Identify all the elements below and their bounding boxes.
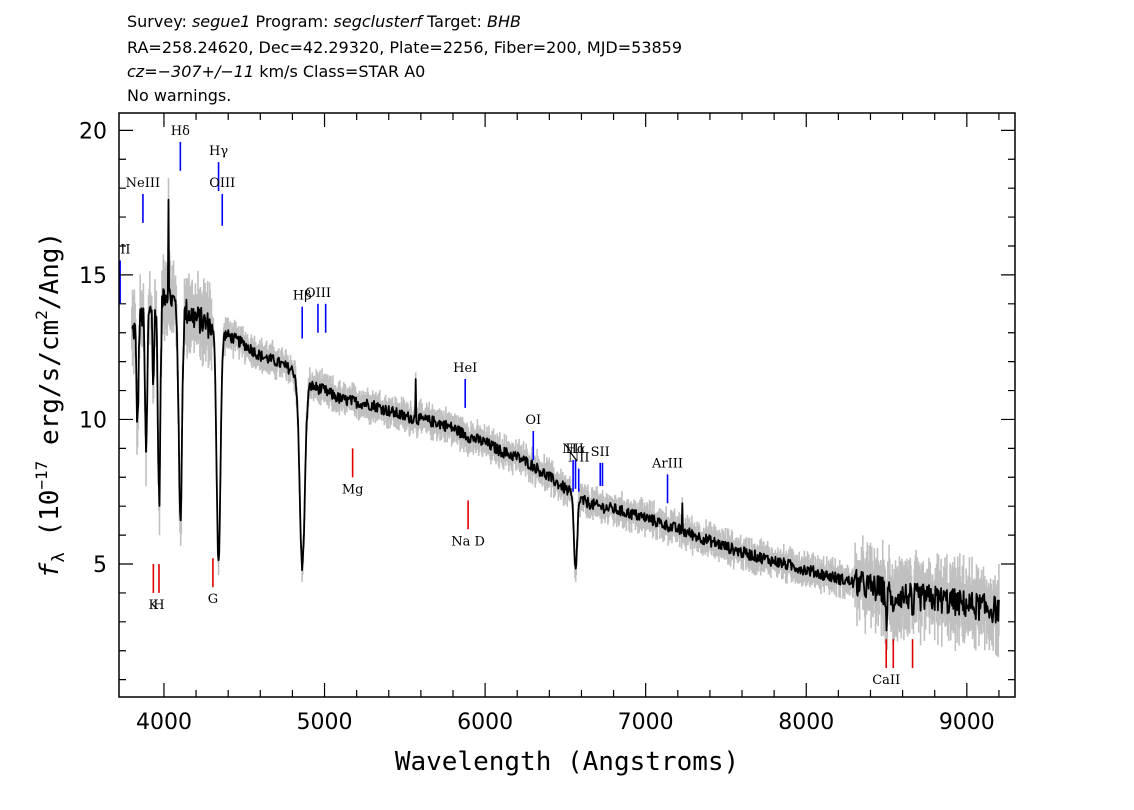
y-axis-title: fλ (10−17 erg/s/cm2/Ang) (32, 232, 69, 578)
emission-line-label: Hα (565, 442, 585, 457)
emission-line-label: HeI (453, 361, 477, 376)
emission-line-label: SII (591, 445, 610, 460)
target-label: Target: (421, 12, 487, 31)
axis-tick-labels: 4000 5000 6000 7000 8000 9000 5 10 15 20 (79, 119, 995, 735)
target-value: BHB (487, 12, 521, 31)
survey-value: segue1 (191, 12, 251, 31)
x-tick-label: 5000 (297, 710, 353, 735)
y-axis-exponent: −17 (32, 461, 51, 490)
x-tick-label: 6000 (457, 710, 513, 735)
emission-line-label: OII (110, 242, 131, 257)
emission-line-label: NII (562, 442, 584, 457)
y-axis-subscript: λ (49, 552, 69, 562)
emission-line-label: NeIII (126, 176, 160, 191)
header-line-3: cz=−307+/−11 km/s Class=STAR A0 (127, 64, 425, 80)
absorption-line-label: H (153, 598, 164, 613)
y-axis-units: erg/s/cm (35, 320, 65, 461)
y-axis-open: (10 (35, 490, 65, 553)
emission-line-label: OI (525, 413, 541, 428)
program-value: segclusterf (333, 12, 422, 31)
survey-label: Survey: (127, 12, 192, 31)
axis-ticks (119, 113, 1015, 697)
absorption-line-label: G (208, 592, 218, 607)
tick-marks-path (119, 113, 1015, 697)
header-line-2: RA=258.24620, Dec=42.29320, Plate=2256, … (127, 38, 683, 57)
y-axis-flux-symbol: f (35, 562, 65, 578)
y-axis-units-end: /Ang) (35, 232, 65, 310)
plot-frame (118, 112, 1016, 698)
x-tick-label: 7000 (618, 710, 674, 735)
x-tick-label: 8000 (778, 710, 834, 735)
header-line-4: No warnings. (127, 86, 232, 105)
y-tick-label: 20 (79, 119, 107, 144)
x-tick-label: 4000 (136, 710, 192, 735)
y-tick-label: 10 (79, 408, 107, 433)
x-axis-title: Wavelength (Angstroms) (395, 747, 739, 777)
flux-line-path (131, 198, 1000, 632)
emission-line-label: ArIII (651, 456, 683, 471)
absorption-line-label: CaII (872, 673, 900, 688)
program-label: Program: (250, 12, 334, 31)
emission-line-label: OIII (305, 286, 331, 301)
emission-line-label: Hβ (293, 289, 312, 304)
y-tick-label: 15 (79, 264, 107, 289)
flux-spectrum (131, 198, 1000, 632)
header-line-1: Survey: segue1 Program: segclusterf Targ… (127, 14, 521, 30)
absorption-line-label: K (149, 598, 159, 613)
y-tick-label: 5 (93, 553, 107, 578)
y-axis-units-exponent: 2 (32, 310, 51, 320)
cz-value: cz=−307+/−11 (127, 62, 255, 81)
absorption-line-label: Mg (342, 482, 364, 497)
emission-line-label: Hδ (171, 124, 190, 139)
x-tick-label: 9000 (939, 710, 995, 735)
absorption-line-label: Na D (451, 534, 485, 549)
emission-line-label: Hγ (209, 144, 228, 159)
emission-line-label: NII (568, 451, 590, 466)
class-text: km/s Class=STAR A0 (254, 62, 426, 81)
emission-line-label: OIII (209, 176, 235, 191)
